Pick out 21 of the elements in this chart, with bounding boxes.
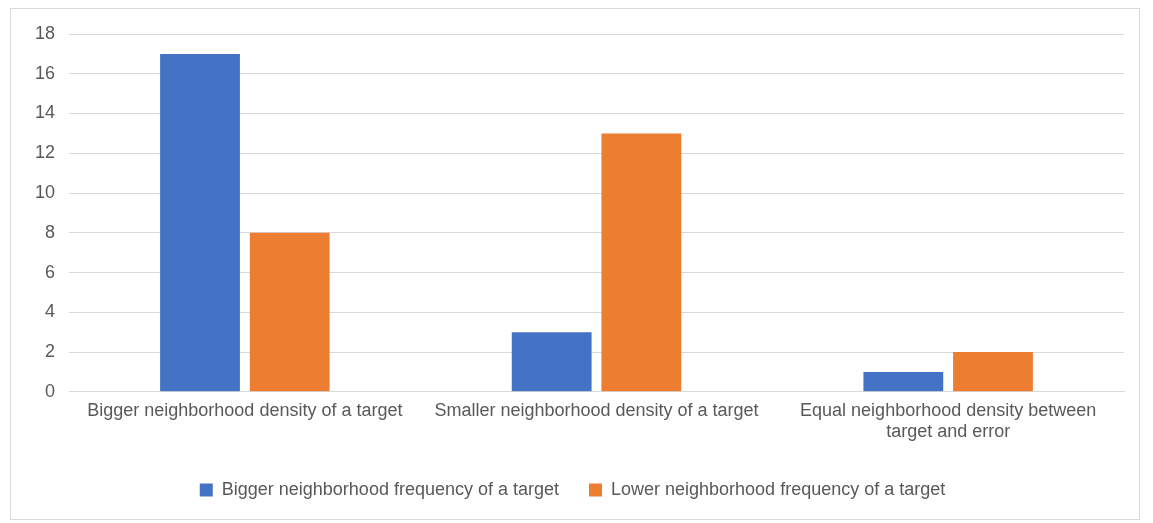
y-tick-label: 6 (45, 261, 56, 282)
legend-label: Lower neighborhood frequency of a target (611, 478, 946, 499)
y-tick-label: 0 (45, 380, 56, 401)
x-tick-label: Bigger neighborhood density of a target (87, 399, 403, 420)
bar (601, 133, 682, 392)
x-tick-label: Smaller neighborhood density of a target (434, 399, 759, 420)
legend-label: Bigger neighborhood frequency of a target (221, 478, 560, 499)
y-tick-label: 10 (34, 181, 56, 202)
bar (160, 53, 240, 392)
bar (249, 232, 330, 392)
y-tick-label: 12 (34, 142, 56, 163)
y-tick-label: 4 (45, 301, 56, 322)
y-tick-label: 14 (34, 102, 56, 123)
bar (863, 371, 944, 392)
y-tick-label: 18 (34, 22, 56, 43)
bar (953, 352, 1033, 392)
y-tick-label: 16 (34, 62, 56, 83)
y-tick-label: 2 (45, 341, 56, 362)
bar (511, 332, 592, 392)
y-tick-label: 8 (45, 221, 56, 242)
x-tick-label: Equal neighborhood density between target and error (800, 399, 1097, 442)
